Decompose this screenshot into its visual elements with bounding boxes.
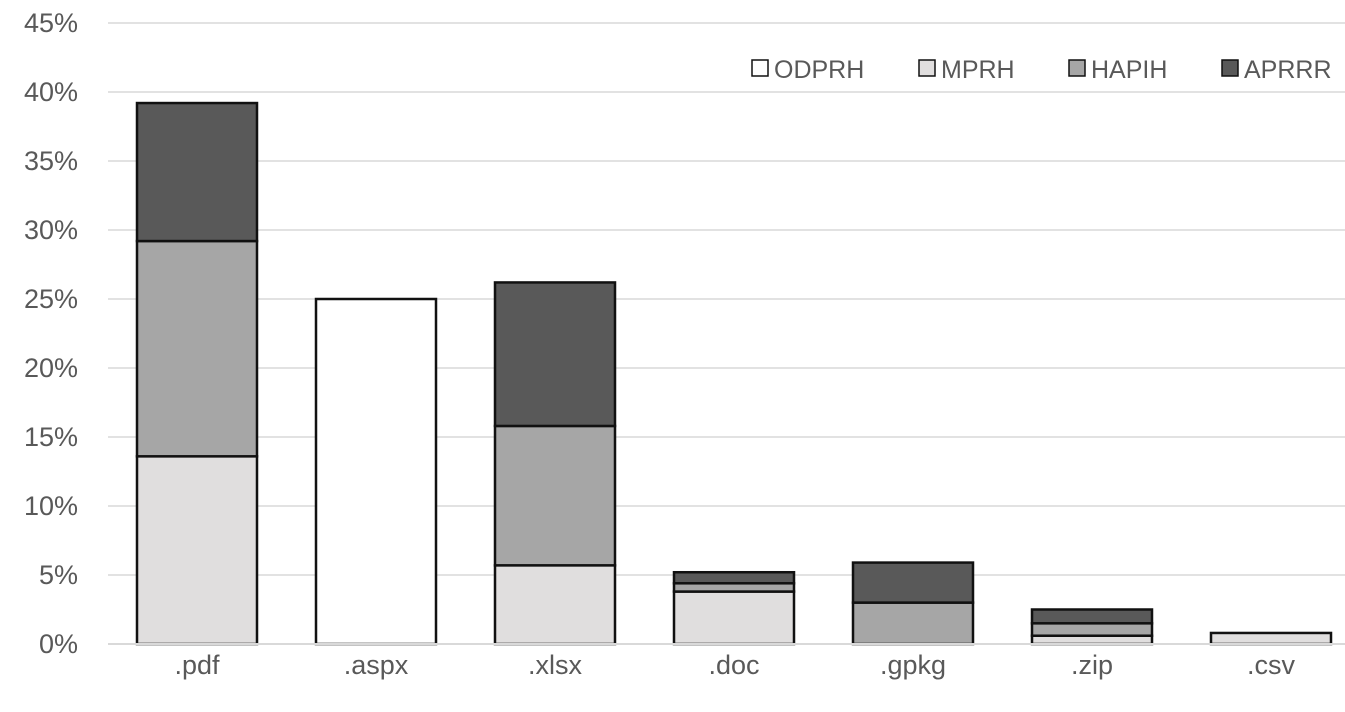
bar-segment-odprh	[314, 297, 438, 646]
bar-segment-hapih	[851, 601, 975, 646]
y-tick-label: 45%	[24, 8, 78, 38]
bar-segment-aprrr	[135, 101, 259, 243]
legend-swatch-hapih	[1068, 59, 1086, 77]
legend-label-mprh: MPRH	[941, 56, 1015, 84]
legend-label-hapih: HAPIH	[1091, 56, 1167, 84]
x-tick-label: .pdf	[174, 650, 220, 680]
bars	[135, 101, 1333, 646]
bar-segment-aprrr	[493, 281, 617, 428]
bar-segment-mprh	[135, 455, 259, 646]
x-tick-label: .csv	[1247, 650, 1296, 680]
bar-segment-hapih	[493, 424, 617, 567]
x-tick-label: .doc	[708, 650, 759, 680]
y-tick-label: 35%	[24, 146, 78, 176]
y-tick-label: 5%	[39, 560, 78, 590]
legend: ODPRH MPRH HAPIH APRRR	[751, 56, 1332, 84]
bar-segment-mprh	[1209, 631, 1333, 646]
x-axis: .pdf .aspx .xlsx .doc .gpkg .zip .csv	[108, 643, 1345, 680]
y-tick-label: 0%	[39, 629, 78, 659]
y-tick-label: 10%	[24, 491, 78, 521]
gridlines	[108, 22, 1345, 576]
bar-segment-hapih	[135, 239, 259, 458]
x-tick-label: .gpkg	[880, 650, 946, 680]
bar-segment-aprrr	[672, 570, 796, 585]
bar-segment-hapih	[1030, 622, 1154, 637]
y-tick-label: 30%	[24, 215, 78, 245]
x-tick-label: .zip	[1071, 650, 1113, 680]
x-tick-label: .aspx	[344, 650, 409, 680]
legend-swatch-aprrr	[1221, 59, 1239, 77]
legend-label-odprh: ODPRH	[774, 56, 864, 84]
bar-segment-mprh	[493, 564, 617, 646]
y-tick-label: 20%	[24, 353, 78, 383]
legend-label-aprrr: APRRR	[1244, 56, 1332, 84]
legend-swatch-mprh	[918, 59, 936, 77]
bar-segment-mprh	[672, 590, 796, 646]
y-tick-label: 15%	[24, 422, 78, 452]
legend-swatch-odprh	[751, 59, 769, 77]
x-tick-label: .xlsx	[528, 650, 583, 680]
y-tick-label: 40%	[24, 77, 78, 107]
y-tick-label: 25%	[24, 284, 78, 314]
bar-segment-aprrr	[1030, 608, 1154, 625]
bar-segment-aprrr	[851, 561, 975, 604]
y-axis: 0% 5% 10% 15% 20% 25% 30% 35% 40% 45%	[24, 8, 78, 659]
